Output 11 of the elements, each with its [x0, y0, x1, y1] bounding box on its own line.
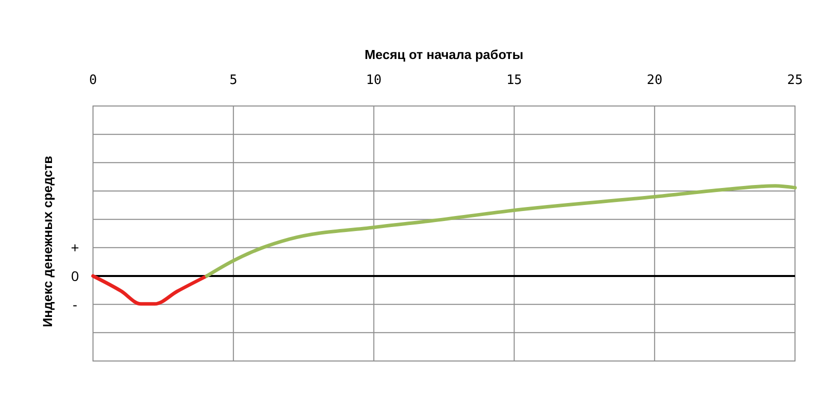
text: + — [70, 240, 80, 256]
x-tick-label: 25 — [787, 73, 803, 88]
x-tick-label: 5 — [229, 73, 238, 88]
x-tick-label: 20 — [646, 73, 662, 88]
text: 0 — [71, 268, 80, 284]
x-tick-label: 10 — [366, 73, 382, 88]
x-axis-title: Месяц от начала работы — [364, 47, 524, 62]
x-tick-label: 15 — [506, 73, 522, 88]
x-tick-label: 0 — [89, 73, 97, 88]
text: - — [72, 296, 78, 312]
y-axis-title: Индекс денежных средств — [40, 156, 55, 328]
